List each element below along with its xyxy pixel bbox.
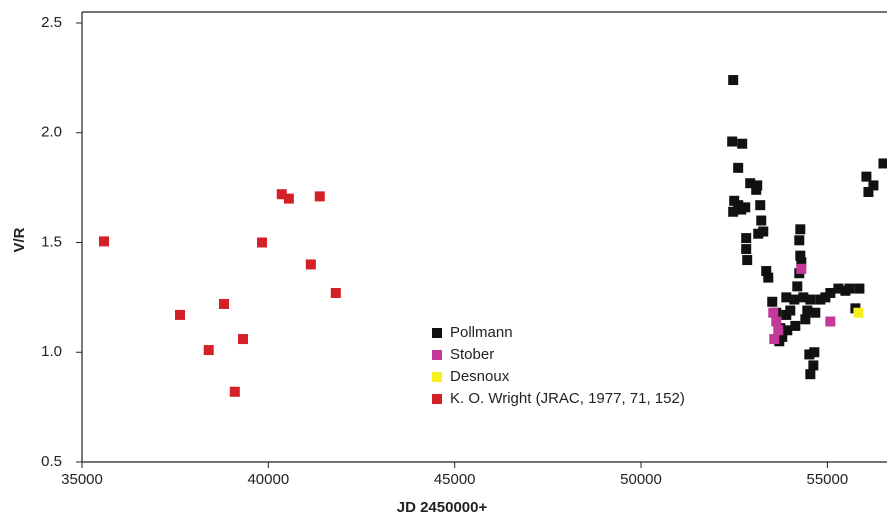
point (283, 193, 294, 204)
y-tick-label: 2.0 (41, 124, 62, 141)
point (736, 204, 747, 215)
x-tick-label: 55000 (807, 471, 849, 488)
point (810, 307, 821, 318)
legend-marker (432, 328, 442, 338)
point (761, 266, 772, 277)
point (769, 334, 780, 345)
point (741, 233, 752, 244)
point (853, 307, 864, 318)
point (763, 272, 774, 283)
point (238, 334, 248, 345)
point (809, 347, 820, 358)
point (844, 283, 855, 294)
point (203, 345, 214, 356)
point (753, 228, 764, 239)
point (771, 316, 782, 327)
point (229, 386, 240, 397)
point (330, 287, 341, 298)
point (781, 292, 792, 303)
point (756, 215, 767, 226)
point (305, 259, 316, 270)
point (314, 191, 325, 202)
point (727, 136, 738, 147)
point (218, 298, 229, 309)
legend-label: Pollmann (450, 324, 513, 341)
point (825, 287, 836, 298)
point (758, 226, 769, 237)
point (825, 316, 836, 327)
point (741, 244, 752, 255)
point (794, 235, 805, 246)
y-tick-label: 1.0 (41, 343, 62, 360)
point (868, 180, 879, 191)
x-tick-label: 35000 (61, 471, 103, 488)
x-tick-label: 45000 (434, 471, 476, 488)
point (777, 331, 788, 342)
y-tick-label: 0.5 (41, 453, 62, 470)
legend-label: K. O. Wright (JRAC, 1977, 71, 152) (450, 390, 685, 407)
point (767, 296, 778, 307)
x-axis-title: JD 2450000+ (397, 499, 488, 516)
point (728, 75, 739, 86)
point (795, 250, 806, 261)
point (805, 369, 816, 380)
point (808, 360, 819, 371)
point (800, 314, 811, 325)
point (773, 325, 784, 336)
x-tick-label: 50000 (620, 471, 662, 488)
y-tick-label: 1.5 (41, 233, 62, 250)
legend-label: Desnoux (450, 368, 510, 385)
point (789, 294, 800, 305)
point (737, 138, 748, 149)
legend-marker (432, 394, 442, 404)
legend-marker (432, 350, 442, 360)
point (805, 294, 816, 305)
point (276, 189, 287, 200)
point (796, 263, 807, 274)
point (98, 236, 109, 247)
point (752, 180, 763, 191)
point (792, 281, 803, 292)
point (755, 200, 766, 211)
point (175, 309, 186, 320)
legend-marker (432, 372, 442, 382)
point (798, 292, 809, 303)
legend-label: Stober (450, 346, 494, 363)
point (745, 178, 756, 189)
point (795, 224, 806, 235)
point (796, 257, 807, 268)
point (257, 237, 268, 248)
y-tick-label: 2.5 (41, 14, 62, 31)
point (785, 305, 796, 316)
point (833, 283, 844, 294)
y-axis-title: V/R (11, 227, 28, 252)
point (728, 206, 739, 217)
x-tick-label: 40000 (247, 471, 289, 488)
point (790, 320, 801, 331)
point (863, 187, 874, 197)
point (878, 158, 887, 169)
point (742, 255, 753, 266)
point (768, 307, 779, 318)
point (802, 305, 813, 316)
point (782, 325, 793, 336)
point (733, 162, 744, 173)
point (861, 171, 872, 182)
point (854, 283, 865, 294)
